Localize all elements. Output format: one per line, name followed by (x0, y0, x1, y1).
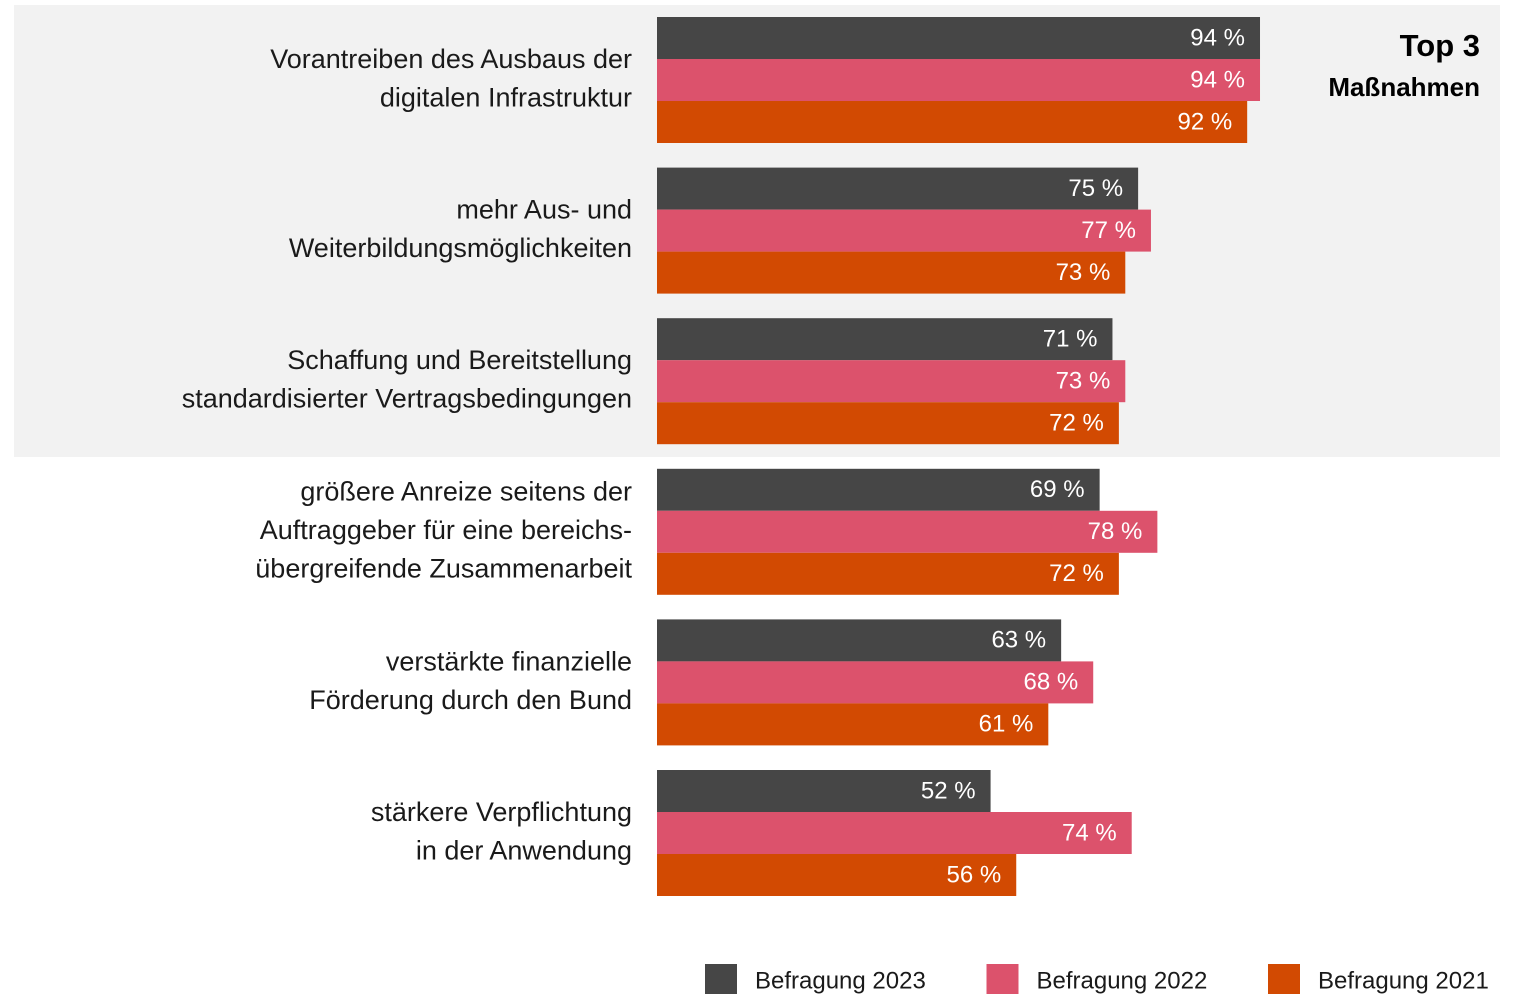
bar (657, 402, 1119, 445)
legend-swatch (1268, 964, 1300, 996)
value-label: 72 % (1049, 410, 1104, 437)
bar (657, 17, 1261, 59)
bar (657, 167, 1139, 210)
value-label: 68 % (1024, 669, 1079, 696)
value-label: 73 % (1056, 368, 1111, 395)
legend-label: Befragung 2023 (755, 967, 926, 994)
bar (657, 703, 1049, 746)
value-label: 74 % (1062, 819, 1117, 846)
legend-swatch (705, 964, 737, 996)
value-label: 71 % (1043, 326, 1098, 353)
bar (657, 770, 991, 812)
category-label: Förderung durch den Bund (309, 685, 632, 715)
category-label: digitalen Infrastruktur (380, 82, 632, 112)
bar (657, 510, 1158, 553)
value-label: 61 % (979, 711, 1034, 738)
category-label: in der Anwendung (416, 835, 632, 865)
category-label: größere Anreize seitens der (300, 476, 632, 506)
value-label: 77 % (1081, 217, 1136, 244)
bar (657, 619, 1062, 662)
value-label: 72 % (1049, 560, 1104, 587)
value-label: 94 % (1190, 66, 1245, 93)
bar (657, 854, 1017, 896)
category-label: Weiterbildungsmöglichkeiten (289, 233, 632, 263)
bar (657, 251, 1126, 294)
bar (657, 812, 1132, 854)
annotation-title: Top 3 (1400, 28, 1480, 63)
value-label: 94 % (1190, 24, 1245, 51)
category-label: Schaffung und Bereitstellung (287, 345, 632, 375)
value-label: 73 % (1056, 259, 1111, 286)
annotation-subtitle: Maßnahmen (1328, 72, 1480, 102)
bar (657, 59, 1261, 101)
bar (657, 318, 1113, 361)
bar (657, 360, 1126, 403)
bar (657, 468, 1100, 511)
category-label: standardisierter Vertragsbedingungen (182, 384, 632, 414)
value-label: 75 % (1068, 175, 1123, 202)
value-label: 63 % (991, 627, 1046, 654)
legend-swatch (986, 964, 1019, 996)
value-label: 69 % (1030, 476, 1085, 503)
value-label: 78 % (1088, 518, 1143, 545)
value-label: 56 % (947, 861, 1002, 888)
category-label: Vorantreiben des Ausbaus der (270, 44, 632, 74)
category-label: mehr Aus- und (456, 194, 632, 224)
category-label: stärkere Verpflichtung (371, 797, 632, 827)
bar (657, 661, 1094, 704)
bar (657, 552, 1119, 595)
legend-label: Befragung 2021 (1318, 967, 1489, 994)
bar (657, 101, 1248, 143)
legend-label: Befragung 2022 (1037, 967, 1208, 994)
bar (657, 209, 1151, 252)
value-label: 92 % (1177, 108, 1232, 135)
category-label: übergreifende Zusammenarbeit (255, 553, 632, 583)
category-label: Auftraggeber für eine bereichs- (260, 515, 632, 545)
category-label: verstärkte finanzielle (386, 646, 632, 676)
value-label: 52 % (921, 777, 976, 804)
